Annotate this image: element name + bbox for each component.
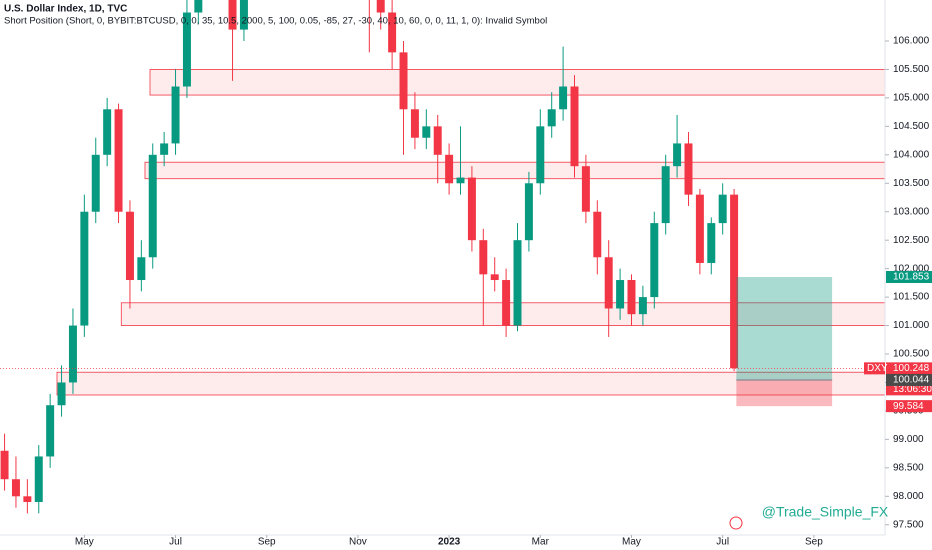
candle-body xyxy=(502,280,511,326)
y-tick-label: 102.500 xyxy=(893,235,930,246)
price-tag xyxy=(886,400,932,413)
loss-zone xyxy=(736,379,833,407)
candle-body xyxy=(194,0,203,13)
price-tag-label: 99.584 xyxy=(893,401,924,412)
price-tag xyxy=(886,373,932,386)
chart-title: U.S. Dollar Index, 1D, TVC xyxy=(4,4,127,15)
y-tick-label: 101.000 xyxy=(893,320,930,331)
candle-body xyxy=(536,126,545,184)
candle-body xyxy=(490,274,499,281)
candle-body xyxy=(171,86,180,144)
candle-body xyxy=(650,223,659,298)
symbol-tag xyxy=(864,362,885,375)
candle-body xyxy=(570,86,579,167)
y-tick-label: 102.000 xyxy=(893,263,930,274)
candle-body xyxy=(445,154,454,184)
candle-body xyxy=(228,0,237,30)
price-tag xyxy=(886,271,932,284)
x-tick-label: Jul xyxy=(169,537,182,548)
candle-body xyxy=(80,211,89,326)
y-tick-label: 100.500 xyxy=(893,349,930,360)
candle-body xyxy=(593,211,602,258)
candle-body xyxy=(581,166,590,212)
y-tick-label: 97.500 xyxy=(893,519,924,530)
candle-body xyxy=(604,257,613,309)
x-tick-label: May xyxy=(75,537,94,548)
candle-body xyxy=(239,0,248,30)
candle-body xyxy=(148,154,157,258)
profit-zone xyxy=(736,277,833,380)
y-tick-label: 104.000 xyxy=(893,149,930,160)
y-tick-label: 101.500 xyxy=(893,292,930,303)
candle-body xyxy=(23,496,32,502)
candle-body xyxy=(114,109,123,212)
candle-body xyxy=(399,52,408,110)
candle-body xyxy=(91,154,100,212)
candle-body xyxy=(730,194,739,369)
candle-body xyxy=(160,143,169,155)
x-tick-label: Sep xyxy=(258,537,276,548)
icon[interactable] xyxy=(729,516,743,530)
watermark: @Trade_Simple_FX xyxy=(762,504,889,520)
price-tag-label: 101.853 xyxy=(893,272,930,283)
x-tick-label: Mar xyxy=(532,537,550,548)
candle-body xyxy=(433,126,442,155)
price-tag-label: 13:06:30 xyxy=(893,384,932,395)
y-tick-label: 98.000 xyxy=(893,491,924,502)
y-tick-label: 103.500 xyxy=(893,178,930,189)
y-tick-label: 106.000 xyxy=(893,36,930,47)
candle-body xyxy=(707,223,716,263)
y-tick-label: 104.500 xyxy=(893,121,930,132)
zone xyxy=(144,161,885,180)
plot-area xyxy=(0,0,885,514)
candle-body xyxy=(695,194,704,263)
price-tag-label: 100.044 xyxy=(893,375,930,386)
x-tick-label: 2023 xyxy=(438,537,461,548)
candle-body xyxy=(467,177,476,241)
candle-body xyxy=(388,12,397,53)
candle-body xyxy=(524,183,533,241)
candle-body xyxy=(616,280,625,309)
y-tick-label: 103.000 xyxy=(893,206,930,217)
price-tag-label: 100.248 xyxy=(893,363,930,374)
candle-body xyxy=(0,450,9,480)
zone xyxy=(149,69,885,96)
x-tick-label: Sep xyxy=(805,537,823,548)
candle-body xyxy=(456,177,465,184)
candle-body xyxy=(718,194,727,224)
candle-body xyxy=(376,0,385,13)
candle-body xyxy=(34,456,43,502)
candle-body xyxy=(627,280,636,315)
candle-body xyxy=(661,166,670,224)
y-tick-label: 105.500 xyxy=(893,64,930,75)
candle-body xyxy=(673,143,682,167)
y-tick-label: 99.000 xyxy=(893,434,924,445)
candle-body xyxy=(422,126,431,138)
y-tick-label: 105.000 xyxy=(893,93,930,104)
candle-body xyxy=(68,325,77,383)
candle-body xyxy=(410,109,419,138)
candle-body xyxy=(638,297,647,315)
candle-body xyxy=(11,479,20,497)
subtitle: Short Position (Short, 0, BYBIT:BTCUSD, … xyxy=(4,16,547,27)
y-tick-label: 98.500 xyxy=(893,462,924,473)
x-tick-label: Nov xyxy=(349,537,367,548)
candle-body xyxy=(46,405,55,457)
symbol-label: DXY xyxy=(867,363,888,374)
candle-body xyxy=(103,109,112,155)
candle-body xyxy=(57,382,66,406)
candle-body xyxy=(182,12,191,87)
candle-body xyxy=(479,240,488,275)
x-tick-label: Jul xyxy=(716,537,729,548)
candle-body xyxy=(125,211,134,281)
candle-body xyxy=(559,86,568,110)
x-tick-label: May xyxy=(622,537,641,548)
candle-body xyxy=(547,109,556,127)
candle-body xyxy=(137,257,146,281)
candle-body xyxy=(684,143,693,195)
candle-body xyxy=(513,240,522,326)
